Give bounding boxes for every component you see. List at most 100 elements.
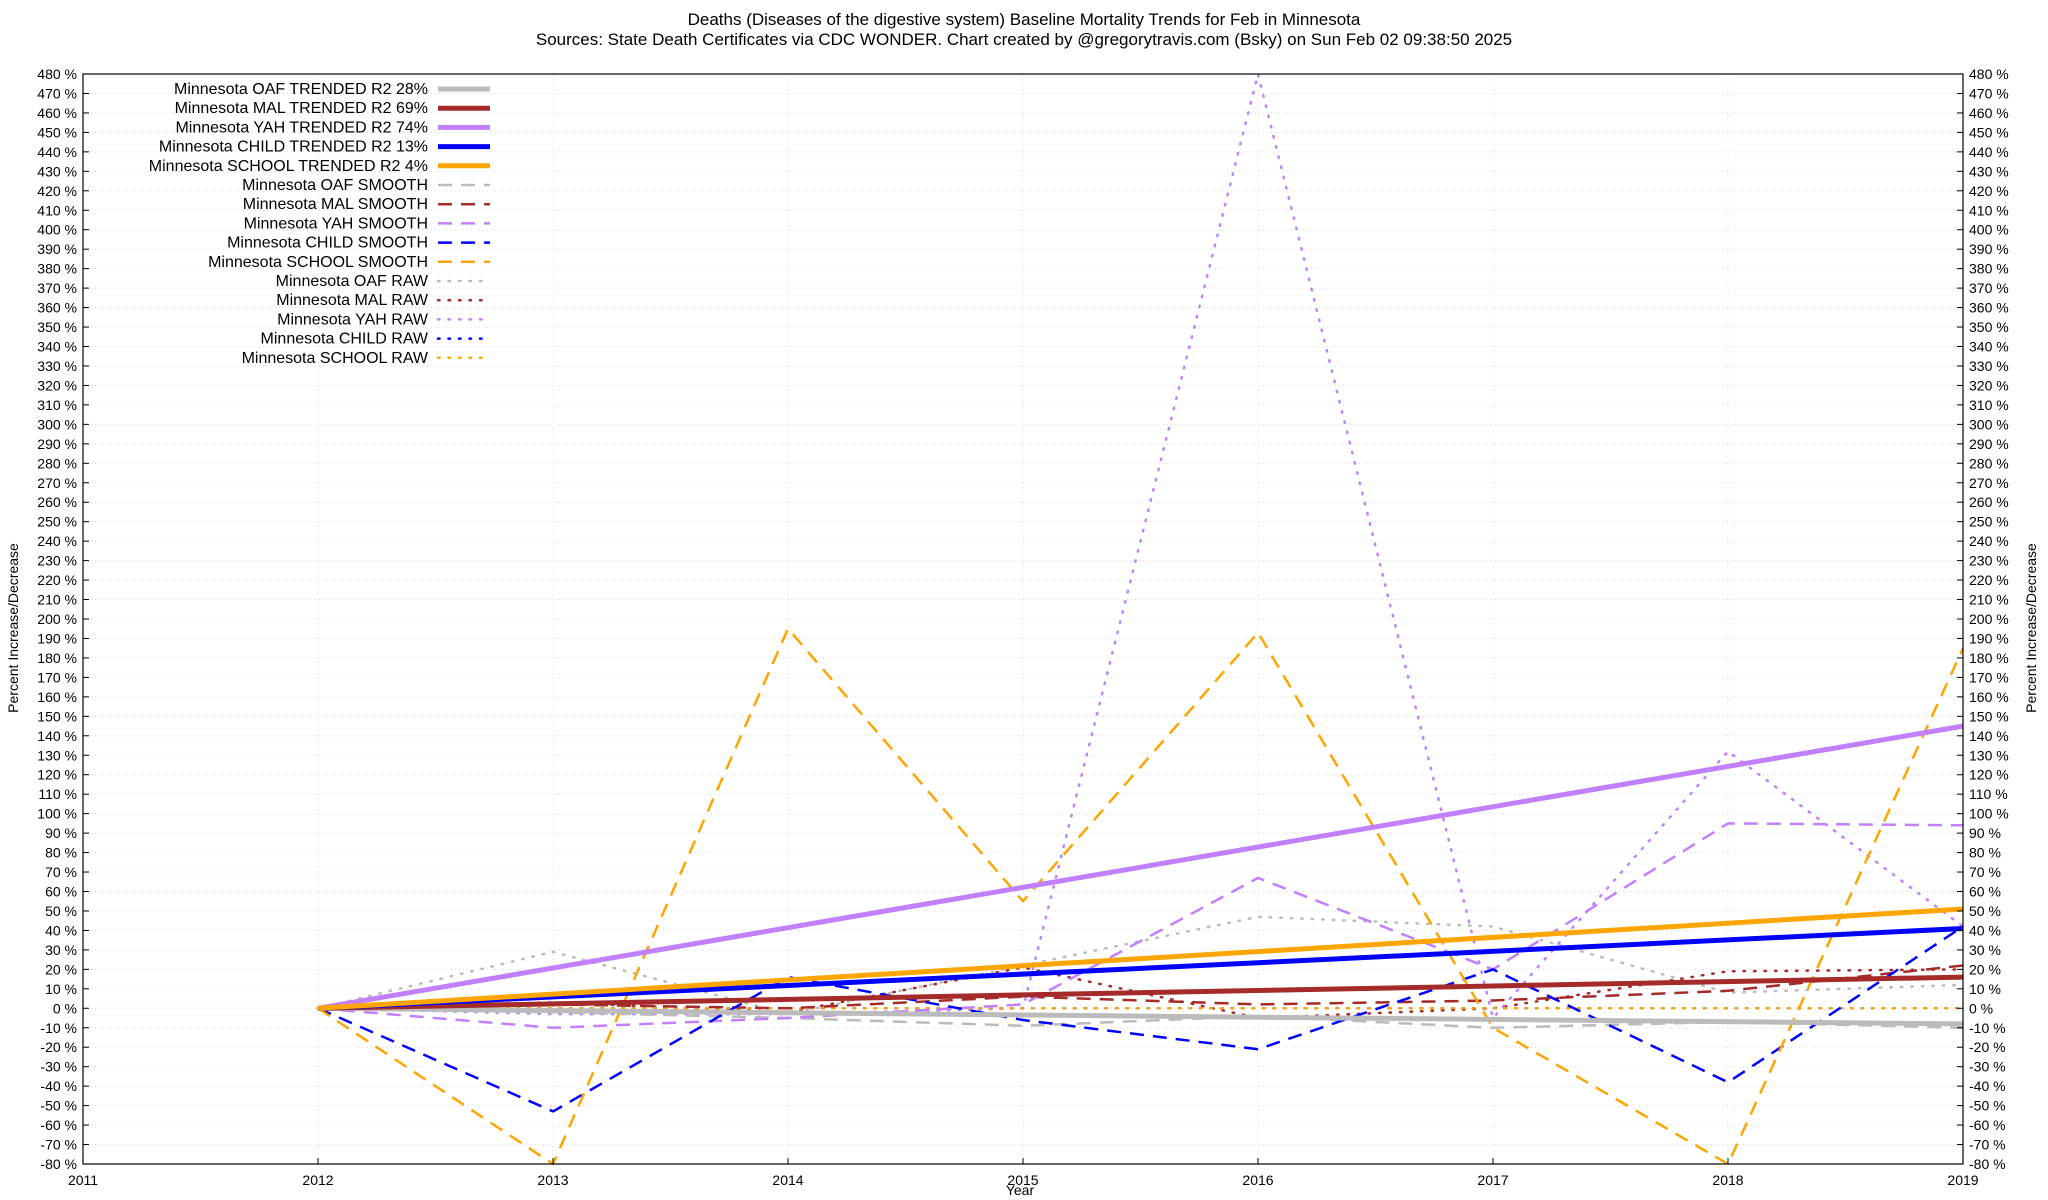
y-tick-label-right: 470 % (1969, 85, 2009, 101)
y-tick-label-left: 230 % (37, 553, 77, 569)
y-tick-label-right: 140 % (1969, 728, 2009, 744)
y-tick-label-right: 440 % (1969, 144, 2009, 160)
x-tick-label: 2011 (68, 1172, 98, 1188)
y-axis-label-left: Percent Increase/Decrease (5, 543, 21, 713)
legend-label: Minnesota CHILD TRENDED R2 13% (159, 139, 428, 156)
y-tick-label-right: 460 % (1969, 105, 2009, 121)
y-tick-label-right: 480 % (1969, 66, 2009, 82)
y-tick-label-right: 400 % (1969, 222, 2009, 238)
x-tick-label: 2015 (1007, 1172, 1038, 1188)
y-tick-label-left: 210 % (37, 592, 77, 608)
y-tick-label-right: 30 % (1969, 942, 2001, 958)
y-axis-label-right: Percent Increase/Decrease (2023, 543, 2039, 713)
y-tick-label-right: -10 % (1969, 1020, 2006, 1036)
y-tick-label-left: -80 % (40, 1156, 77, 1172)
y-tick-label-left: 140 % (37, 728, 77, 744)
y-tick-label-left: 150 % (37, 708, 77, 724)
y-tick-label-right: 350 % (1969, 319, 2009, 335)
series-line (316, 72, 1965, 1020)
series-layer (316, 72, 1965, 1166)
x-tick-label: 2019 (1947, 1172, 1978, 1188)
series-line (317, 926, 1964, 1011)
series-line (317, 822, 1964, 1030)
y-tick-label-right: 270 % (1969, 475, 2009, 491)
legend-label: Minnesota YAH SMOOTH (244, 215, 428, 232)
y-tick-label-left: 290 % (37, 436, 77, 452)
x-tick-label: 2016 (1242, 1172, 1273, 1188)
y-tick-label-left: 320 % (37, 377, 77, 393)
legend-label: Minnesota SCHOOL SMOOTH (208, 254, 428, 271)
y-tick-label-left: 160 % (37, 689, 77, 705)
y-tick-label-left: 120 % (37, 767, 77, 783)
y-tick-label-right: 160 % (1969, 689, 2009, 705)
y-tick-label-right: 80 % (1969, 845, 2001, 861)
y-tick-label-left: 170 % (37, 669, 77, 685)
y-tick-label-left: 100 % (37, 806, 77, 822)
y-tick-label-left: 80 % (45, 845, 77, 861)
legend-label: Minnesota OAF RAW (276, 273, 429, 290)
y-tick-label-right: 110 % (1969, 786, 2008, 802)
legend-label: Minnesota CHILD RAW (261, 331, 429, 348)
y-tick-label-right: 430 % (1969, 163, 2009, 179)
y-tick-label-left: -10 % (40, 1020, 77, 1036)
y-tick-label-right: -20 % (1969, 1039, 2006, 1055)
chart-subtitle: Sources: State Death Certificates via CD… (536, 30, 1512, 49)
y-tick-label-right: 200 % (1969, 611, 2009, 627)
y-tick-label-left: 10 % (45, 981, 77, 997)
y-tick-label-left: 50 % (45, 903, 77, 919)
y-tick-label-right: 220 % (1969, 572, 2009, 588)
y-tick-label-right: 370 % (1969, 280, 2009, 296)
y-tick-label-right: 330 % (1969, 358, 2009, 374)
y-tick-label-left: 420 % (37, 183, 77, 199)
y-tick-label-left: 300 % (37, 416, 77, 432)
y-tick-label-left: 280 % (37, 455, 77, 471)
y-tick-label-left: 60 % (45, 884, 77, 900)
y-tick-label-left: 470 % (37, 85, 77, 101)
y-tick-label-right: 410 % (1969, 202, 2009, 218)
legend-label: Minnesota SCHOOL RAW (242, 350, 429, 367)
x-tick-label: 2014 (772, 1172, 803, 1188)
y-tick-label-left: 400 % (37, 222, 77, 238)
y-tick-label-right: 20 % (1969, 961, 2001, 977)
axes: -80 % -80 % -70 % -70 % -60 % -60 % -50 % -50 %… (37, 66, 2008, 1188)
y-tick-label-right: -50 % (1969, 1098, 2006, 1114)
legend-label: Minnesota CHILD SMOOTH (227, 235, 428, 252)
y-tick-label-left: 180 % (37, 650, 77, 666)
y-tick-label-left: 430 % (37, 163, 77, 179)
legend-label: Minnesota YAH RAW (277, 311, 429, 328)
y-tick-label-left: 0 % (53, 1000, 77, 1016)
y-tick-label-right: 380 % (1969, 261, 2009, 277)
y-tick-label-right: 420 % (1969, 183, 2009, 199)
y-tick-label-right: 280 % (1969, 455, 2009, 471)
y-tick-label-right: 230 % (1969, 553, 2009, 569)
series-line (317, 627, 1965, 1166)
y-tick-label-right: -40 % (1969, 1078, 2006, 1094)
series-line (317, 723, 1964, 1011)
y-tick-label-left: 130 % (37, 747, 77, 763)
y-tick-label-right: 340 % (1969, 339, 2009, 355)
y-tick-label-right: 290 % (1969, 436, 2009, 452)
y-tick-label-right: -80 % (1969, 1156, 2006, 1172)
legend-label: Minnesota SCHOOL TRENDED R2 4% (149, 158, 428, 175)
y-tick-label-right: 300 % (1969, 416, 2009, 432)
y-tick-label-left: 410 % (37, 202, 77, 218)
y-tick-label-right: 100 % (1969, 806, 2009, 822)
y-tick-label-left: 440 % (37, 144, 77, 160)
chart-title: Deaths (Diseases of the digestive system… (688, 10, 1361, 29)
y-tick-label-left: 110 % (38, 786, 77, 802)
y-tick-label-left: 250 % (37, 514, 77, 530)
y-tick-label-right: 70 % (1969, 864, 2001, 880)
y-tick-label-right: 40 % (1969, 922, 2001, 938)
y-tick-label-left: 270 % (37, 475, 77, 491)
y-tick-label-left: 90 % (45, 825, 77, 841)
y-tick-label-left: -20 % (40, 1039, 77, 1055)
y-tick-label-right: 390 % (1969, 241, 2009, 257)
y-tick-label-left: 480 % (37, 66, 77, 82)
y-tick-label-left: 30 % (45, 942, 77, 958)
y-tick-label-left: 310 % (37, 397, 77, 413)
y-tick-label-left: 200 % (37, 611, 77, 627)
y-tick-label-right: 180 % (1969, 650, 2009, 666)
y-tick-label-right: 10 % (1969, 981, 2001, 997)
legend-label: Minnesota YAH TRENDED R2 74% (175, 119, 428, 136)
